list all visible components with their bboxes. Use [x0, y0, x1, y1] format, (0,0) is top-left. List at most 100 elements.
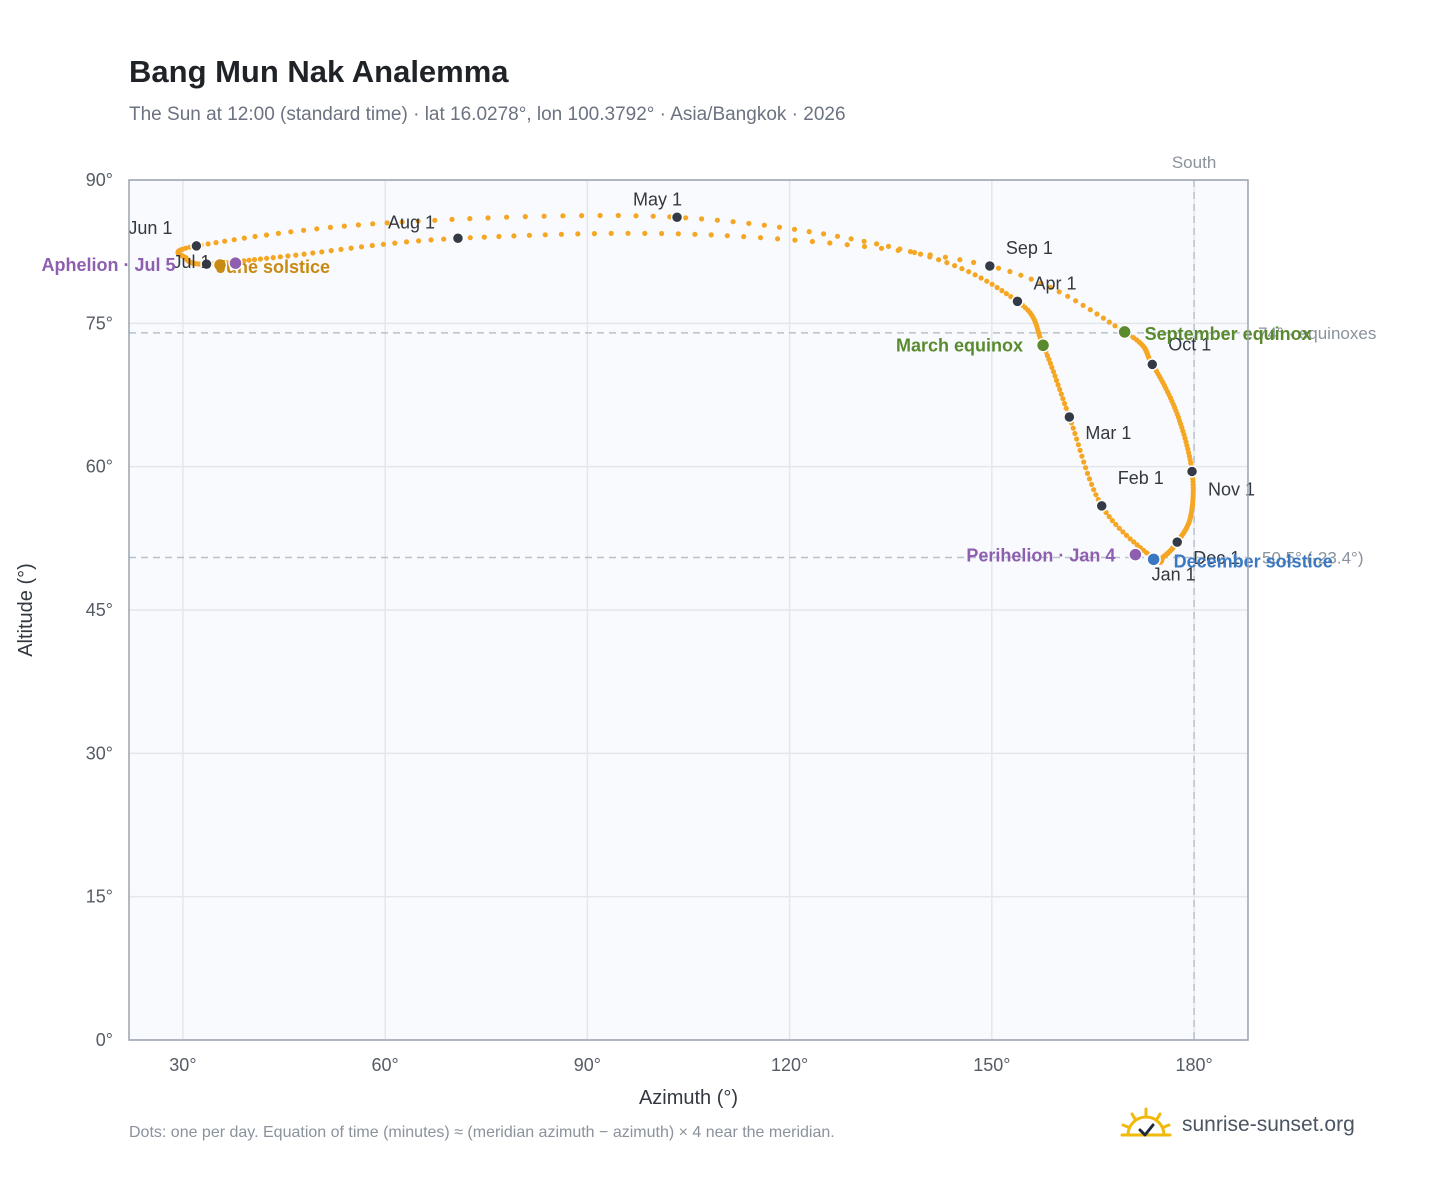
x-tick-label: 60° — [372, 1055, 399, 1075]
daily-sun-dot — [615, 212, 621, 219]
daily-sun-dot — [791, 226, 798, 232]
daily-sun-dot — [957, 257, 963, 263]
daily-sun-dot — [989, 281, 995, 287]
y-tick-label: 75° — [86, 313, 113, 333]
daily-sun-dot — [821, 231, 827, 237]
y-tick-label: 45° — [86, 600, 113, 620]
daily-sun-dot — [917, 251, 924, 257]
daily-sun-dot — [1094, 311, 1100, 317]
daily-sun-dot — [699, 216, 705, 222]
month-marker-label: Feb 1 — [1118, 468, 1164, 488]
daily-sun-dot — [1028, 276, 1034, 282]
brand[interactable]: sunrise-sunset.org — [1120, 1104, 1390, 1146]
brand-name: sunrise-sunset.org — [1182, 1113, 1355, 1136]
daily-sun-dot — [384, 220, 390, 226]
daily-sun-dot — [730, 219, 736, 225]
daily-sun-dot — [369, 242, 375, 249]
y-tick-label: 60° — [86, 457, 113, 477]
daily-sun-dot — [895, 247, 901, 253]
daily-sun-dot — [511, 233, 517, 239]
daily-sun-dot — [936, 257, 942, 263]
daily-sun-dot — [1074, 436, 1080, 442]
daily-sun-dot — [380, 241, 386, 247]
daily-sun-dot — [878, 245, 885, 251]
daily-sun-dot — [1083, 465, 1089, 471]
month-marker-dot — [1095, 499, 1108, 513]
daily-sun-dot — [541, 213, 547, 219]
daily-sun-dot — [650, 213, 656, 219]
x-tick-label: 90° — [574, 1055, 601, 1075]
month-marker-label: Aug 1 — [388, 212, 435, 232]
daily-sun-dot — [341, 223, 347, 229]
daily-sun-dot — [1123, 532, 1130, 539]
daily-sun-dot — [246, 257, 252, 263]
daily-sun-dot — [277, 254, 283, 260]
month-marker-label: Jan 1 — [1152, 564, 1196, 584]
chart-subtitle: The Sun at 12:00 (standard time) · lat 1… — [129, 104, 846, 125]
daily-sun-dot — [1007, 268, 1013, 275]
daily-sun-dot — [319, 249, 325, 255]
daily-sun-dot — [999, 288, 1005, 294]
daily-sun-dot — [659, 230, 665, 237]
daily-sun-dot — [959, 266, 965, 272]
daily-sun-dot — [1120, 529, 1126, 535]
daily-sun-dot — [1070, 425, 1076, 431]
daily-sun-dot — [270, 255, 276, 261]
daily-sun-dot — [1089, 481, 1095, 487]
daily-sun-dot — [301, 251, 307, 257]
march-equinox-label: March equinox — [896, 335, 1023, 355]
daily-sun-dot — [625, 230, 631, 236]
daily-sun-dot — [757, 235, 764, 241]
daily-sun-dot — [416, 238, 422, 244]
month-marker-label: Mar 1 — [1085, 423, 1131, 443]
daily-sun-dot — [560, 213, 566, 219]
daily-sun-dot — [1018, 272, 1024, 278]
daily-sun-dot — [328, 248, 334, 254]
month-marker-dot — [190, 239, 203, 253]
sun-logo-icon — [1120, 1107, 1172, 1137]
daily-sun-dot — [944, 260, 950, 266]
daily-sun-dot — [467, 235, 473, 241]
daily-sun-dot — [1075, 442, 1081, 448]
daily-sun-dot — [467, 216, 473, 222]
daily-sun-dot — [746, 220, 752, 226]
daily-sun-dot — [1080, 302, 1086, 308]
daily-sun-dot — [683, 215, 689, 221]
daily-sun-dot — [285, 253, 291, 259]
daily-sun-dot — [978, 275, 984, 281]
daily-sun-dot — [1086, 476, 1093, 482]
daily-sun-dot — [1106, 319, 1112, 325]
daily-sun-dot — [1050, 369, 1057, 375]
month-marker-label: Jul 1 — [173, 252, 211, 272]
daily-sun-dot — [1093, 492, 1099, 498]
daily-sun-dot — [1052, 373, 1058, 379]
daily-sun-dot — [1072, 430, 1078, 437]
daily-sun-dot — [558, 231, 565, 237]
daily-sun-dot — [927, 252, 933, 258]
daily-sun-dot — [213, 240, 219, 246]
daily-sun-dot — [591, 231, 598, 237]
september-equinox-marker — [1117, 324, 1132, 340]
december-solstice-label: December solstice — [1174, 551, 1333, 571]
daily-sun-dot — [222, 238, 228, 244]
daily-sun-dot — [907, 249, 914, 255]
daily-sun-dot — [714, 217, 721, 223]
daily-sun-dot — [485, 215, 491, 221]
daily-sun-dot — [885, 243, 892, 249]
daily-sun-dot — [1134, 542, 1140, 548]
perihelion-label: Perihelion · Jan 4 — [966, 546, 1115, 566]
month-marker-dot — [1063, 410, 1076, 424]
daily-sun-dot — [441, 236, 447, 242]
daily-sun-dot — [415, 218, 421, 224]
daily-sun-dot — [399, 219, 405, 225]
daily-sun-dot — [809, 238, 816, 245]
daily-sun-dot — [1112, 323, 1118, 329]
plot-frame — [128, 179, 1249, 1041]
reference-lines: South 74° · equinoxes 50.5° (-23.4°) — [129, 153, 1376, 1040]
month-marker-dot — [451, 232, 465, 245]
daily-sun-dot — [642, 230, 648, 236]
event-markers: March equinox September equinox June solst… — [41, 255, 1332, 571]
month-marker-dot — [670, 211, 684, 224]
daily-sun-dot — [995, 265, 1002, 271]
